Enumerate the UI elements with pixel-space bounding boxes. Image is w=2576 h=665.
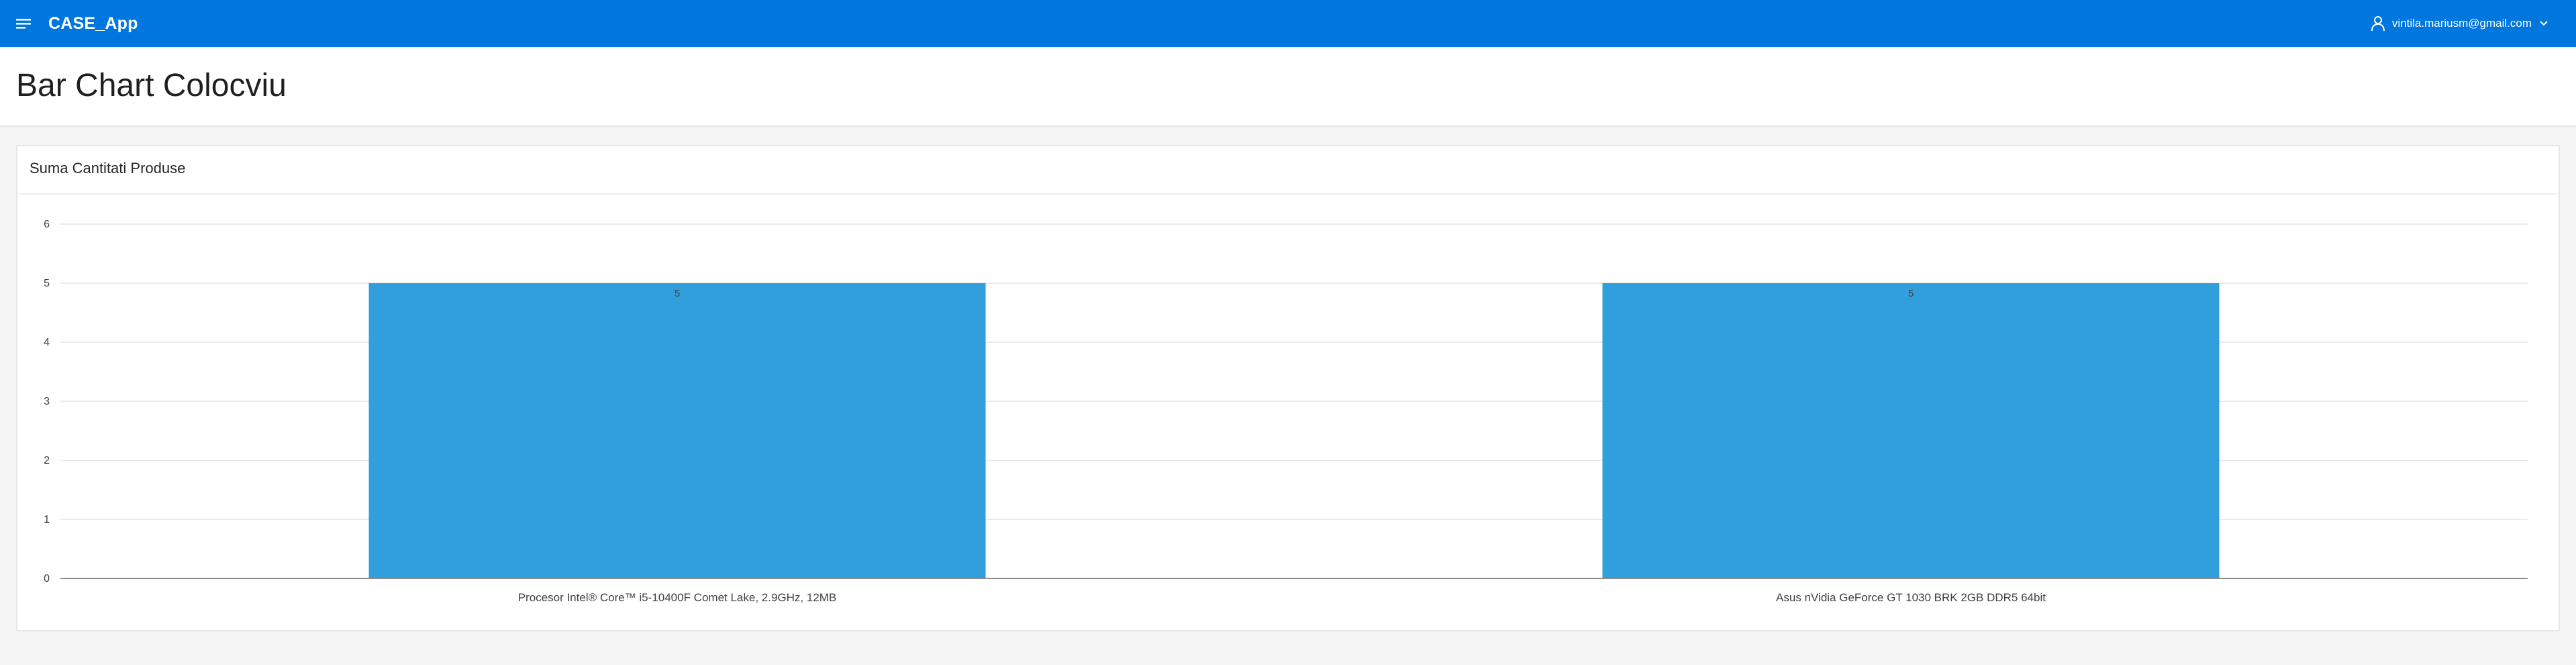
x-category-label: Procesor Intel® Core™ i5-10400F Comet La… bbox=[518, 591, 837, 604]
bar bbox=[1602, 283, 2220, 578]
y-tick-label: 1 bbox=[44, 514, 50, 525]
y-tick-label: 0 bbox=[44, 573, 50, 584]
app-title[interactable]: CASE_App bbox=[48, 14, 138, 33]
y-tick-label: 5 bbox=[44, 278, 50, 289]
y-tick-label: 2 bbox=[44, 455, 50, 466]
chart-region-title: Suma Cantitati Produse bbox=[30, 160, 186, 176]
chevron-down-icon bbox=[2538, 18, 2549, 29]
user-icon bbox=[2371, 15, 2385, 32]
x-category-label: Asus nVidia GeForce GT 1030 BRK 2GB DDR5… bbox=[1776, 591, 2046, 604]
page-title: Bar Chart Colocviu bbox=[16, 68, 287, 103]
bar-chart: 0 1 2 3 4 5 6 5 Procesor Intel® Core™ i5-10400F … bbox=[44, 219, 2528, 604]
user-menu[interactable]: vintila.mariusm@gmail.com bbox=[2371, 0, 2549, 47]
bar-value-label: 5 bbox=[1908, 288, 1914, 299]
chart-region-header: Suma Cantitati Produse bbox=[17, 146, 2559, 195]
y-tick-label: 4 bbox=[44, 337, 50, 348]
bar-value-label: 5 bbox=[675, 288, 680, 299]
top-navigation-bar: CASE_App vintila.mariusm@gmail.com bbox=[0, 0, 2576, 47]
page-title-region: Bar Chart Colocviu bbox=[0, 47, 2576, 127]
chart-region: Suma Cantitati Produse 0 1 2 3 4 5 6 5 Procesor … bbox=[16, 145, 2560, 631]
y-tick-label: 6 bbox=[44, 219, 50, 230]
y-tick-label: 3 bbox=[44, 396, 50, 407]
bar bbox=[368, 283, 986, 578]
user-email: vintila.mariusm@gmail.com bbox=[2391, 17, 2532, 30]
hamburger-menu-icon[interactable] bbox=[11, 12, 38, 35]
